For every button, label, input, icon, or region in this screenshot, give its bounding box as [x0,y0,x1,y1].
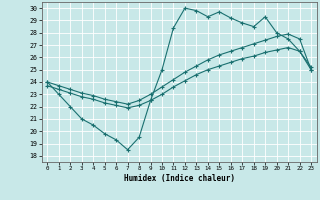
X-axis label: Humidex (Indice chaleur): Humidex (Indice chaleur) [124,174,235,183]
